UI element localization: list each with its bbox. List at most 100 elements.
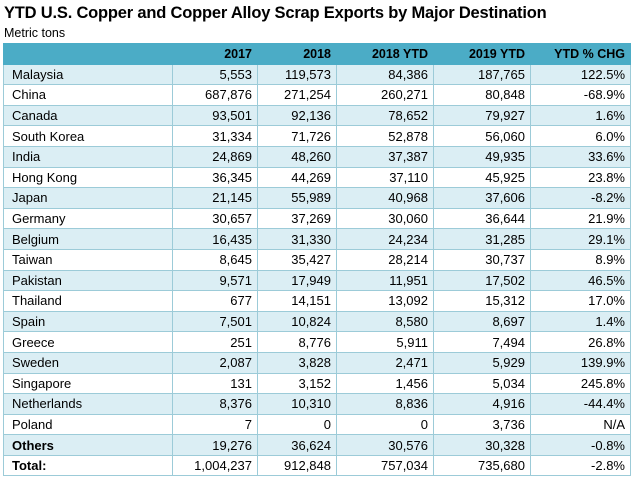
table-cell: 5,553 [172,63,258,86]
table-row: India 24,869 48,260 37,387 49,935 33.6% [3,145,631,168]
table-cell: 31,334 [172,125,258,147]
row-label: Thailand [3,290,173,312]
table-cell: 17,502 [433,269,531,292]
table-cell: 21,145 [172,187,258,209]
table-row: Japan 21,145 55,989 40,968 37,606 -8.2% [3,187,631,209]
column-header [3,43,173,65]
row-label: South Korea [3,125,173,147]
table-cell: 78,652 [336,104,434,127]
table-cell: 37,387 [336,145,434,168]
row-label: Germany [3,207,173,230]
table-cell: 3,736 [433,413,531,436]
table-cell: 28,214 [336,248,434,271]
row-label: Netherlands [3,393,173,415]
table-row: Others 19,276 36,624 30,576 30,328 -0.8% [3,434,631,456]
table-cell: 7,501 [172,310,258,333]
table-cell: 2,471 [336,351,434,374]
table-cell: 1.4% [530,310,631,333]
table-cell: 7,494 [433,331,531,353]
table-cell: 35,427 [257,248,337,271]
table-row: Thailand 677 14,151 13,092 15,312 17.0% [3,290,631,312]
table-cell: 11,951 [336,269,434,292]
table-cell: 7 [172,413,258,436]
table-cell: 92,136 [257,104,337,127]
table-row: China 687,876 271,254 260,271 80,848 -68.9% [3,84,631,106]
table-cell: 251 [172,331,258,353]
row-label: China [3,84,173,106]
table-cell: 16,435 [172,228,258,250]
table-cell: 757,034 [336,454,434,477]
table-cell: 13,092 [336,290,434,312]
table-cell: 8,776 [257,331,337,353]
table-subtitle: Metric tons [4,26,66,40]
table-cell: 9,571 [172,269,258,292]
table-row: Spain 7,501 10,824 8,580 8,697 1.4% [3,310,631,333]
table-cell: 1,456 [336,372,434,395]
table-cell: 37,606 [433,187,531,209]
table-cell: 36,345 [172,166,258,189]
table-cell: 187,765 [433,63,531,86]
row-label: Greece [3,331,173,353]
table-cell: 21.9% [530,207,631,230]
table-cell: 30,657 [172,207,258,230]
table-cell: 677 [172,290,258,312]
table-cell: 245.8% [530,372,631,395]
table-cell: 36,624 [257,434,337,456]
table-cell: 8,697 [433,310,531,333]
table-cell: 17.0% [530,290,631,312]
table-row: Belgium 16,435 31,330 24,234 31,285 29.1% [3,228,631,250]
row-label: Belgium [3,228,173,250]
table-cell: 8.9% [530,248,631,271]
row-label: Others [3,434,173,456]
table-cell: 912,848 [257,454,337,477]
table-cell: 49,935 [433,145,531,168]
table-cell: 14,151 [257,290,337,312]
table-cell: -2.8% [530,454,631,477]
table-cell: 23.8% [530,166,631,189]
table-cell: 56,060 [433,125,531,147]
table-cell: 0 [336,413,434,436]
column-header: 2019 YTD [433,43,531,65]
table-cell: 33.6% [530,145,631,168]
table-cell: 2,087 [172,351,258,374]
table-cell: 15,312 [433,290,531,312]
table-cell: 24,869 [172,145,258,168]
table-cell: 122.5% [530,63,631,86]
table-cell: 5,911 [336,331,434,353]
row-label: Japan [3,187,173,209]
table-cell: 45,925 [433,166,531,189]
row-label: India [3,145,173,168]
table-row: Singapore 131 3,152 1,456 5,034 245.8% [3,372,631,395]
row-label: Hong Kong [3,166,173,189]
table-cell: 30,328 [433,434,531,456]
table-cell: 55,989 [257,187,337,209]
table-cell: 84,386 [336,63,434,86]
table-cell: 8,376 [172,393,258,415]
table-row: Sweden 2,087 3,828 2,471 5,929 139.9% [3,351,631,374]
table-cell: 80,848 [433,84,531,106]
table-cell: 139.9% [530,351,631,374]
table-cell: 8,645 [172,248,258,271]
table-row: Hong Kong 36,345 44,269 37,110 45,925 23.8% [3,166,631,189]
table-cell: 48,260 [257,145,337,168]
row-label: Total: [3,454,173,477]
table-cell: 131 [172,372,258,395]
table-row: Total: 1,004,237 912,848 757,034 735,680 -2.8… [3,454,631,477]
table-cell: 271,254 [257,84,337,106]
table-cell: 4,916 [433,393,531,415]
row-label: Singapore [3,372,173,395]
exports-table: 2017 2018 2018 YTD 2019 YTD YTD % CHG Malays… [3,43,631,477]
table-cell: 79,927 [433,104,531,127]
table-cell: -68.9% [530,84,631,106]
table-row: South Korea 31,334 71,726 52,878 56,060 6.0% [3,125,631,147]
column-header: YTD % CHG [530,43,631,65]
table-cell: 3,828 [257,351,337,374]
table-title: YTD U.S. Copper and Copper Alloy Scrap E… [4,4,547,22]
table-row: Netherlands 8,376 10,310 8,836 4,916 -44.4% [3,393,631,415]
table-cell: 8,580 [336,310,434,333]
table-row: Canada 93,501 92,136 78,652 79,927 1.6% [3,104,631,127]
table-cell: 19,276 [172,434,258,456]
table-cell: 36,644 [433,207,531,230]
table-cell: 5,034 [433,372,531,395]
table-cell: 735,680 [433,454,531,477]
